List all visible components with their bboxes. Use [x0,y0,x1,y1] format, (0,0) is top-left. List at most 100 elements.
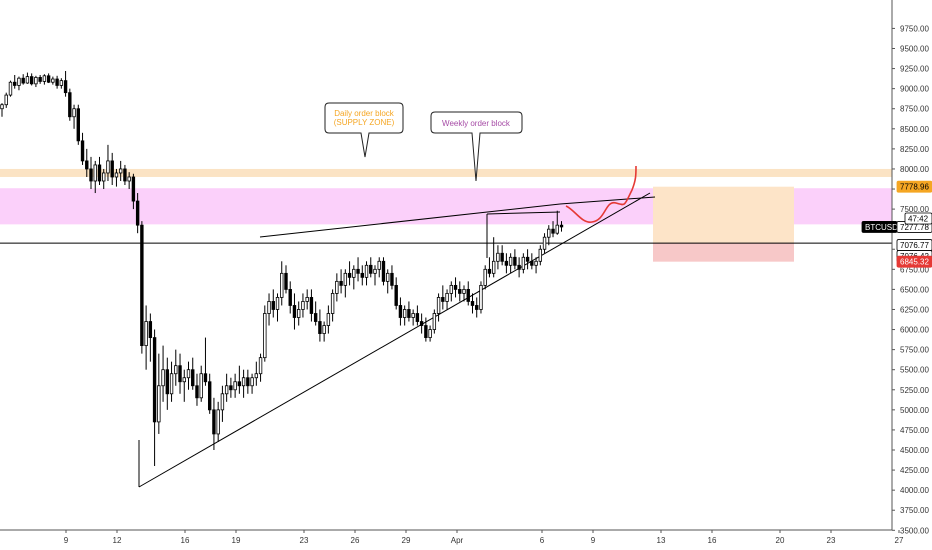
candle[interactable] [246,369,250,394]
candle[interactable] [63,70,68,97]
candle[interactable] [34,75,38,88]
candle[interactable] [140,221,144,354]
candle[interactable] [46,73,51,84]
candle[interactable] [280,261,284,306]
candle[interactable] [559,221,564,232]
weekly-order-block-callout[interactable]: Weekly order block [430,111,523,182]
candle[interactable] [191,357,195,390]
projected-path-line[interactable] [565,165,637,223]
candle[interactable] [233,373,237,398]
candle[interactable] [364,261,369,286]
candle[interactable] [377,257,381,278]
candle[interactable] [335,273,339,302]
candle[interactable] [462,285,466,302]
candle[interactable] [322,321,326,342]
candle[interactable] [220,385,225,422]
candle[interactable] [373,265,377,286]
candle[interactable] [195,373,199,406]
candle[interactable] [449,281,453,302]
candle[interactable] [169,361,174,402]
candle[interactable] [68,88,72,121]
candle[interactable] [347,261,352,286]
candle[interactable] [441,285,445,310]
candle[interactable] [165,357,170,410]
candle[interactable] [398,297,403,326]
candle[interactable] [42,74,47,85]
candle[interactable] [38,74,42,84]
daily-order-block-callout[interactable]: Daily order block (SUPPLY ZONE) [324,102,404,158]
candle[interactable] [254,361,259,386]
candle[interactable] [487,257,492,278]
candle[interactable] [152,329,157,467]
candle[interactable] [241,369,246,398]
candle[interactable] [445,289,449,310]
candle[interactable] [102,168,106,190]
candle[interactable] [381,257,386,286]
candle[interactable] [135,193,140,234]
candle[interactable] [157,353,161,434]
candle[interactable] [178,353,182,394]
candle[interactable] [394,277,398,310]
candle[interactable] [309,289,314,322]
candle[interactable] [186,361,191,390]
candle[interactable] [356,257,360,282]
candle[interactable] [419,313,424,334]
candle[interactable] [85,148,89,177]
candle[interactable] [479,281,483,314]
candle[interactable] [483,265,487,290]
candle[interactable] [411,309,415,326]
candle[interactable] [93,160,97,194]
candle[interactable] [114,168,119,187]
candle[interactable] [106,144,110,181]
candle[interactable] [424,317,428,342]
candle[interactable] [199,365,203,402]
position-stop-zone[interactable] [653,243,794,262]
candle[interactable] [386,269,390,294]
candle[interactable] [352,265,356,290]
candle[interactable] [250,373,254,394]
candle[interactable] [500,245,504,266]
candle[interactable] [343,269,348,298]
candle[interactable] [271,289,275,318]
candle[interactable] [415,305,420,326]
time-axis[interactable]: 9 12 16 19 23 26 29 Apr 6 9 13 16 20 23 27 [0,529,904,545]
candle[interactable] [517,257,521,278]
candle[interactable] [551,221,555,238]
candle[interactable] [508,253,513,274]
candle[interactable] [326,305,331,334]
candle[interactable] [470,293,475,314]
candle[interactable] [402,305,407,326]
candle[interactable] [330,289,335,322]
candle[interactable] [475,297,479,318]
candle[interactable] [144,305,148,370]
candle[interactable] [8,80,13,97]
candle[interactable] [237,365,242,394]
candle[interactable] [292,293,297,330]
candle[interactable] [229,377,233,398]
candle[interactable] [360,265,364,286]
candle[interactable] [369,257,373,278]
candle[interactable] [547,225,551,246]
candle[interactable] [318,309,322,342]
candle[interactable] [432,309,437,334]
candle[interactable] [76,104,80,145]
candle[interactable] [407,301,411,322]
candle[interactable] [538,245,543,266]
candle[interactable] [174,349,178,386]
candle[interactable] [110,152,114,186]
candle[interactable] [212,397,216,450]
candle[interactable] [313,301,318,326]
candle[interactable] [491,237,496,278]
candle[interactable] [284,265,288,294]
candle[interactable] [59,78,64,89]
candle[interactable] [21,74,25,85]
candle[interactable] [89,156,93,190]
candle[interactable] [555,210,559,235]
candle[interactable] [513,249,517,270]
candle[interactable] [301,293,305,318]
candle[interactable] [288,281,292,314]
candle[interactable] [224,373,229,402]
candle[interactable] [534,257,538,274]
candle[interactable] [258,353,263,382]
